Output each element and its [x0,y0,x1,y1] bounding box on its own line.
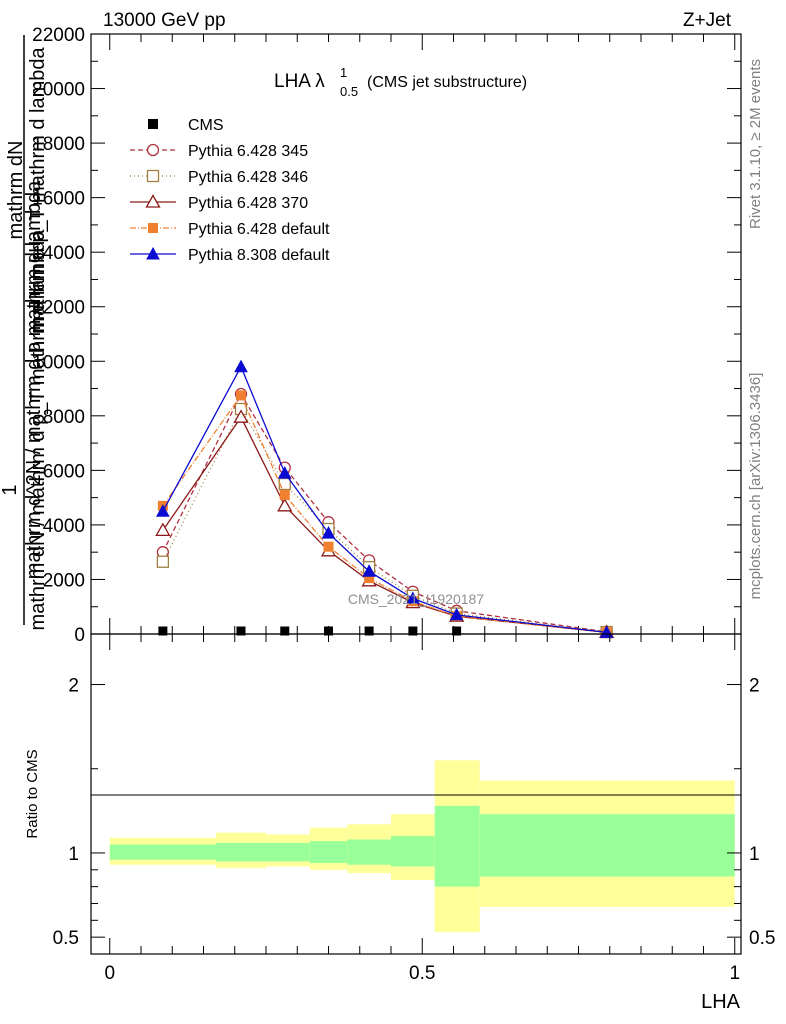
series-point [321,526,336,539]
legend-label: Pythia 6.428 345 [188,143,308,160]
ratio-band-inner [347,839,391,865]
mcplots-label: mcplots.cern.ch [arXiv:1306.3436] [747,373,764,600]
series-point [155,522,171,537]
legend-label: Pythia 6.428 370 [188,195,308,212]
plot-title-sub: 0.5 [340,84,358,99]
legend-marker [146,169,160,183]
series-point [236,390,246,401]
y-tick-label: 0 [74,625,85,646]
y-tick-label: 22000 [32,25,85,46]
plot-title-note: (CMS jet substructure) [367,74,527,91]
y-tick-label: 4000 [43,516,85,537]
series-line [162,407,607,633]
series-point [277,497,293,512]
ratio-y-tick-label: 1 [68,844,79,865]
ratio-y-tick-label-right: 1 [749,844,760,865]
data-point [280,626,290,636]
series-point [278,477,291,491]
legend-label: Pythia 8.308 default [188,247,330,264]
series-point [449,607,464,621]
data-point [408,626,418,636]
legend-marker-data [148,119,158,129]
series-line [162,365,607,634]
y-tick-label: 16000 [32,189,85,210]
series-line [162,392,607,633]
y-tick-label: 8000 [43,407,85,428]
ratio-ylabel: Ratio to CMS [24,749,41,838]
y-tick-label: 18000 [32,134,85,155]
ratio-y-tick-label: 0.5 [53,928,79,949]
legend-label-data: CMS [188,117,224,134]
ratio-band-inner [434,805,480,887]
xlabel: LHA [701,991,741,1013]
data-point [158,626,168,636]
ylabel: mathrm dN / mathrm d p_T mathrm d lambda [27,229,49,631]
rivet-label: Rivet 3.1.10, ≥ 2M events [747,59,764,229]
x-tick-label: 0.5 [409,963,435,984]
ylabel-numerator: 1 [0,484,21,495]
ylabel-garbled-2: mathrm d p_T mathrm d lambda [27,46,49,332]
data-point [324,626,333,636]
y-tick-label: 12000 [32,298,85,319]
ratio-band-inner [109,844,216,860]
series-point [233,409,249,423]
x-tick-label: 1 [729,963,740,984]
plot-title-sup: 1 [340,65,347,80]
ratio-y-tick-label-right: 2 [749,676,760,697]
legend-label: Pythia 6.428 346 [188,169,308,186]
plot-title: LHA λ [274,71,325,92]
series-point [362,564,376,577]
ylabel-garbled-3: mathrm d^2N / mathrm d p mathrm d lambda [23,180,45,579]
y-tick-label: 20000 [32,80,85,101]
legend-marker [146,246,160,260]
ratio-plot-frame [90,633,742,955]
series-point [323,541,334,552]
ylabel-garbled-1: mathrm dN [5,141,27,240]
series-point [156,555,170,568]
x-tick-label: 0 [104,963,115,984]
y-tick-label: 10000 [32,352,85,373]
energy-label: 13000 GeV pp [103,10,226,31]
data-point [452,626,462,636]
y-tick-label: 6000 [43,461,85,482]
series-line [162,394,607,634]
y-tick-label: 14000 [32,243,85,264]
ratio-band-inner [479,814,735,877]
series-point [156,504,170,517]
legend-marker [148,223,158,233]
data-point [236,626,246,636]
series-point [279,489,290,500]
ratio-y-tick-label-right: 0.5 [749,928,775,949]
y-tick-label: 2000 [43,570,85,591]
legend-marker [145,194,161,208]
ratio-band-inner [391,836,435,867]
legend-label: Pythia 6.428 default [188,221,330,238]
series-point [406,591,420,605]
ratio-band-inner [216,842,266,862]
ratio-band-inner [309,841,348,864]
watermark: CMS_2021_I1920187 [348,591,484,607]
legend-marker [146,143,160,157]
process-label: Z+Jet [683,10,732,31]
series-point [277,466,292,479]
data-point [364,626,374,636]
series-point [234,359,248,373]
ratio-band-inner [266,842,310,862]
ratio-y-tick-label: 2 [68,676,79,697]
